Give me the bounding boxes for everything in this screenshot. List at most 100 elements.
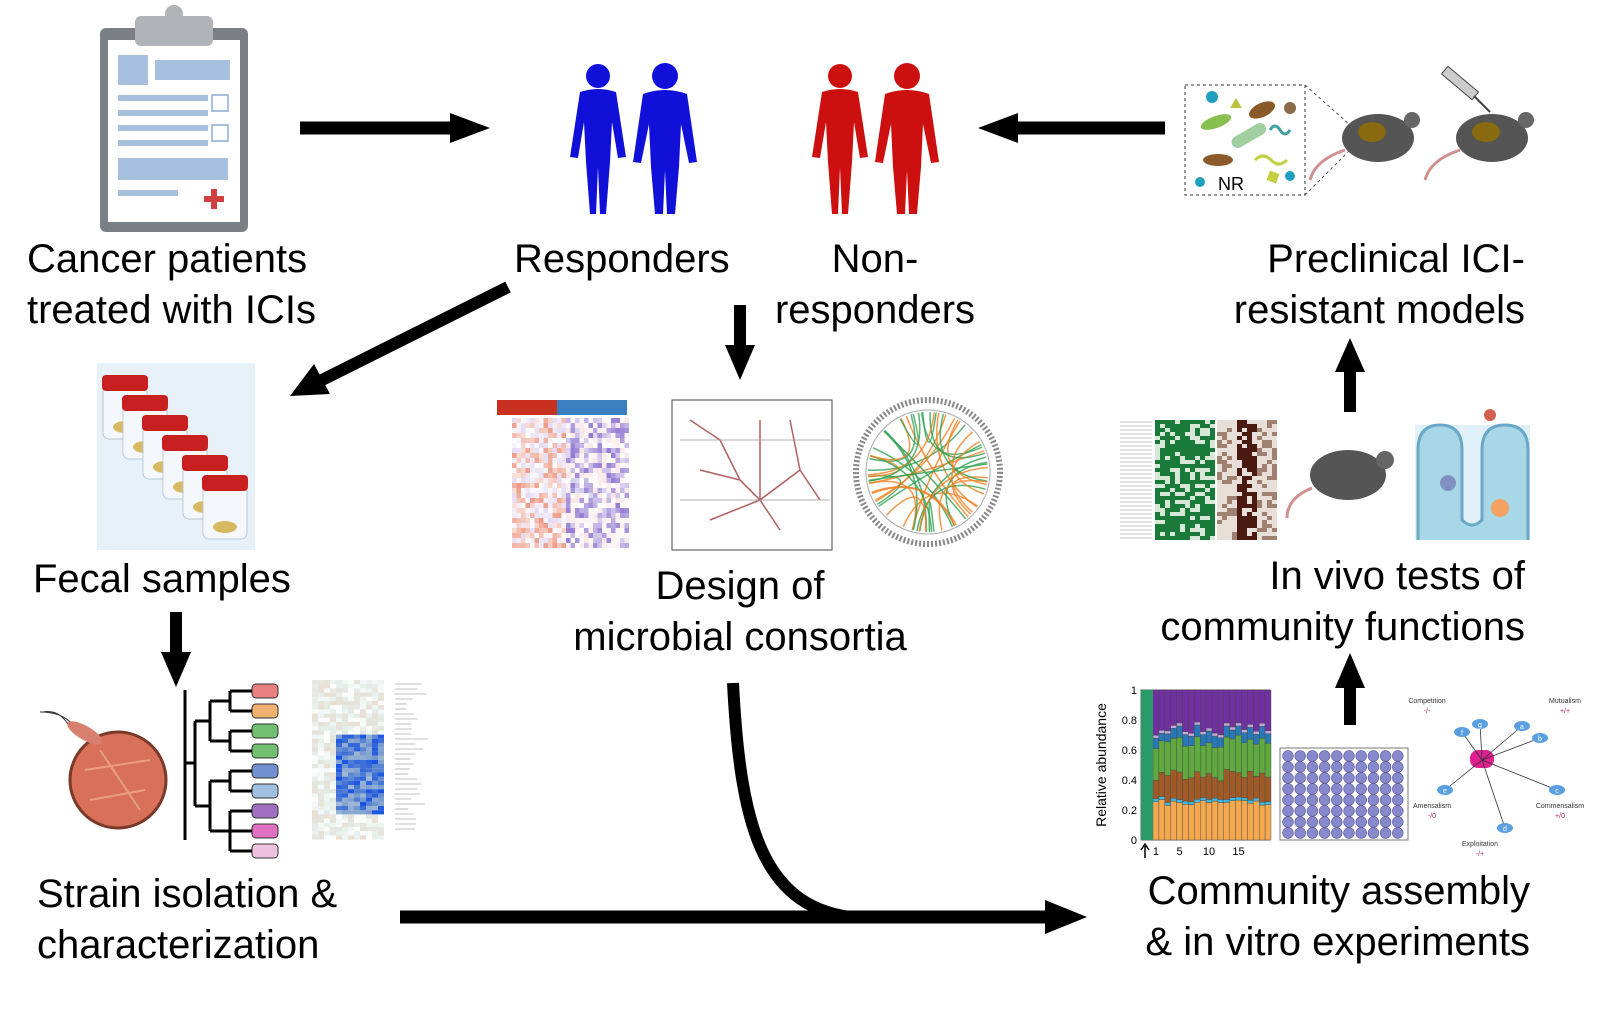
heat-cell <box>1200 444 1205 448</box>
heat-cell <box>566 493 571 498</box>
heat-cell <box>354 780 360 785</box>
heat-cell <box>607 458 612 463</box>
heat-cell <box>336 776 342 781</box>
heat-cell <box>318 696 324 701</box>
stack-segment <box>1158 771 1166 797</box>
heat-cell <box>1195 456 1200 460</box>
heat-cell <box>1180 508 1185 512</box>
heat-cell <box>566 433 571 438</box>
arrowhead <box>161 652 191 687</box>
heat-cell <box>342 776 348 781</box>
heat-cell <box>354 831 360 836</box>
heat-cell <box>566 443 571 448</box>
heat-cell <box>1165 488 1170 492</box>
heat-cell <box>1170 512 1175 516</box>
heat-cell <box>548 538 553 543</box>
heat-cell <box>348 810 354 815</box>
stack-segment <box>1229 800 1236 841</box>
heat-cell <box>1252 480 1257 484</box>
heat-cell <box>348 827 354 832</box>
heat-cell <box>1247 500 1252 504</box>
heat-cell <box>360 831 366 835</box>
heat-cell <box>570 418 575 423</box>
heat-cell <box>1190 512 1195 516</box>
heat-cell <box>584 483 589 488</box>
heat-cell <box>548 453 553 458</box>
heat-cell <box>525 443 530 448</box>
heat-cell <box>620 538 625 543</box>
heat-cell <box>1155 512 1160 516</box>
heat-cell <box>336 810 342 815</box>
heat-cell <box>330 692 336 697</box>
stack-segment <box>1211 777 1219 799</box>
heat-cell <box>1175 524 1180 528</box>
microbe-node <box>1454 727 1470 737</box>
stack-segment <box>1223 802 1230 841</box>
heat-cell <box>324 772 330 777</box>
heat-cell <box>1252 488 1257 492</box>
heat-cell <box>534 458 539 463</box>
heat-cell <box>1190 424 1195 428</box>
heat-cell <box>588 503 593 508</box>
heat-cell <box>1205 532 1210 536</box>
heat-cell <box>615 498 620 503</box>
node-label: f <box>1461 730 1463 737</box>
heat-cell <box>1242 424 1247 428</box>
heat-cell <box>1170 448 1175 452</box>
heat-cell <box>1175 448 1180 452</box>
heat-cell <box>1227 496 1232 500</box>
heat-cell <box>1170 476 1175 480</box>
heat-cell <box>348 793 354 798</box>
heat-cell <box>1217 424 1222 428</box>
heat-cell <box>1160 520 1165 524</box>
heat-cell <box>324 718 330 722</box>
heat-cell <box>552 423 557 428</box>
heat-cell <box>602 453 607 458</box>
stack-segment <box>1211 747 1219 778</box>
arrow-design-curve <box>727 682 851 923</box>
heat-cell <box>1205 428 1210 432</box>
heat-cell <box>1242 468 1247 472</box>
heat-cell <box>620 533 625 538</box>
heat-cell <box>1155 528 1160 532</box>
well <box>1379 772 1392 784</box>
heat-cell <box>348 806 354 811</box>
heat-cell <box>602 518 607 523</box>
heat-cell <box>366 776 372 781</box>
heat-cell <box>1237 480 1242 484</box>
stack-segment <box>1258 689 1266 724</box>
heat-cell <box>336 751 342 756</box>
stack-segment <box>1188 801 1195 805</box>
heat-cell <box>330 814 336 819</box>
heat-cell <box>378 705 384 710</box>
heat-cell <box>372 827 378 832</box>
heat-cell <box>611 498 616 503</box>
heat-cell <box>620 428 625 433</box>
heat-cell <box>534 453 539 458</box>
heat-cell <box>1210 484 1215 488</box>
heat-cell <box>1175 432 1180 436</box>
heat-cell <box>566 518 571 523</box>
stack-segment <box>1258 804 1266 841</box>
heat-cell <box>1155 448 1160 452</box>
stack-segment <box>1241 729 1248 733</box>
heat-cell <box>512 498 517 503</box>
heat-cell <box>593 523 598 528</box>
heat-cell <box>521 508 526 513</box>
heat-cell <box>557 433 562 438</box>
heat-cell <box>597 418 602 423</box>
heat-cell <box>372 743 378 748</box>
heat-cell <box>1262 528 1267 532</box>
stack-segment <box>1258 738 1266 774</box>
heat-cell <box>530 478 535 483</box>
heat-cell <box>360 764 366 769</box>
heat-cell <box>539 543 544 548</box>
heat-cell <box>1217 532 1222 536</box>
heat-cell <box>336 722 342 727</box>
heat-cell <box>611 448 616 453</box>
heat-cell <box>539 538 544 543</box>
well <box>1294 761 1306 773</box>
heat-cell <box>534 508 539 513</box>
stack-segment <box>1182 801 1189 805</box>
